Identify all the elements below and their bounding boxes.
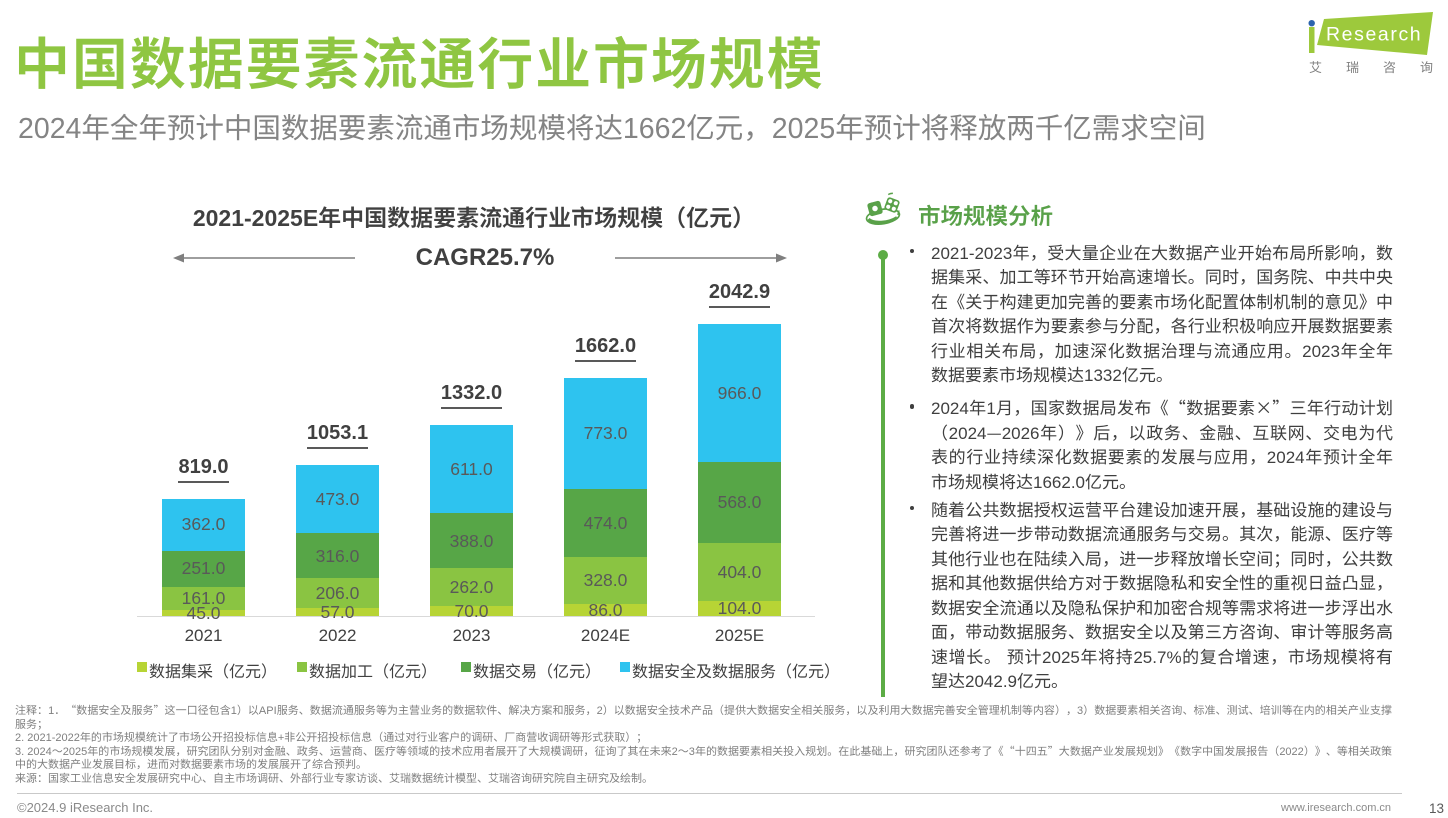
svg-text:Research: Research — [1326, 18, 1422, 47]
